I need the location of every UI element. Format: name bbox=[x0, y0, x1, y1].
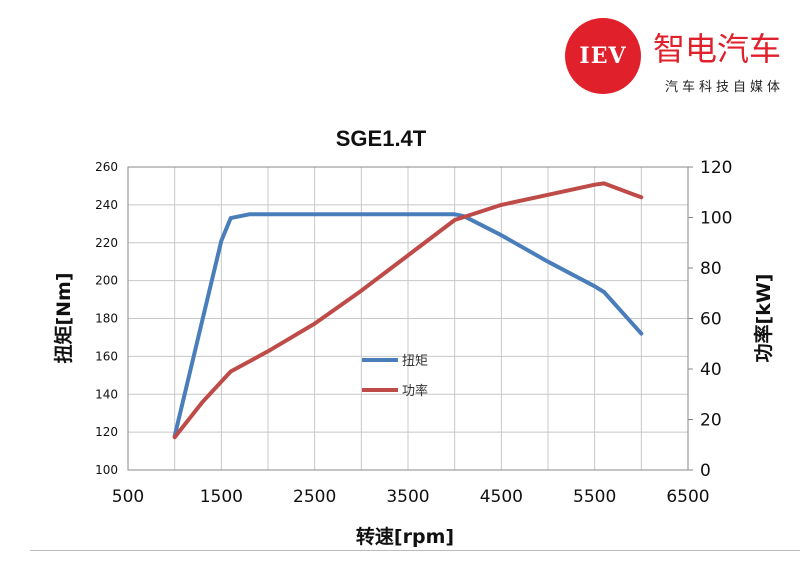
y-left-tick-label: 120 bbox=[95, 425, 118, 439]
brand-logo: IEV 智电汽车 汽车科技自媒体 bbox=[565, 14, 801, 104]
y-left-tick-label: 260 bbox=[95, 160, 118, 174]
y-left-tick-label: 160 bbox=[95, 349, 118, 363]
x-tick-label: 500 bbox=[112, 487, 144, 507]
y-right-tick-label: 40 bbox=[700, 360, 722, 380]
y-right-tick-label: 80 bbox=[700, 259, 722, 279]
logo-tagline: 汽车科技自媒体 bbox=[665, 80, 785, 95]
y-axis-left-label: 扭矩[Nm] bbox=[52, 272, 75, 363]
power-series-line bbox=[172, 181, 644, 440]
footer-divider bbox=[30, 550, 800, 551]
torque-series-line bbox=[172, 212, 644, 438]
y-left-tick-label: 140 bbox=[95, 387, 118, 401]
y-right-tick-label: 0 bbox=[700, 461, 711, 481]
x-tick-label: 6500 bbox=[666, 487, 709, 507]
legend-label-power: 功率 bbox=[402, 383, 428, 399]
series-lines bbox=[172, 181, 644, 440]
legend-label-torque: 扭矩 bbox=[402, 354, 428, 369]
y-left-tick-label: 240 bbox=[95, 198, 118, 212]
x-tick-label: 3500 bbox=[386, 487, 429, 507]
logo-name: 智电汽车 bbox=[653, 30, 782, 68]
logo-badge-text: IEV bbox=[579, 43, 627, 69]
y-right-tick-label: 100 bbox=[700, 209, 732, 229]
x-tick-label: 1500 bbox=[200, 487, 243, 507]
x-tick-label: 2500 bbox=[293, 487, 336, 507]
chart-title: SGE1.4T bbox=[336, 126, 427, 151]
y-left-tick-label: 180 bbox=[95, 312, 118, 326]
chart-legend: 扭矩 功率 bbox=[362, 354, 428, 399]
y-right-tick-label: 60 bbox=[700, 310, 722, 330]
y-left-tick-label: 100 bbox=[95, 463, 118, 477]
y-right-tick-label: 20 bbox=[700, 411, 722, 431]
axis-tick-labels: 500 1500 2500 3500 4500 5500 6500 100 120 140 160 1… bbox=[95, 158, 732, 507]
logo-badge: IEV bbox=[565, 18, 641, 94]
x-axis-label: 转速[rpm] bbox=[356, 525, 454, 548]
y-axis-right-label: 功率[kW] bbox=[752, 274, 775, 363]
x-tick-label: 4500 bbox=[480, 487, 523, 507]
y-left-tick-label: 200 bbox=[95, 274, 118, 288]
x-tick-label: 5500 bbox=[573, 487, 616, 507]
y-right-tick-label: 120 bbox=[700, 158, 732, 178]
y-left-tick-label: 220 bbox=[95, 236, 118, 250]
